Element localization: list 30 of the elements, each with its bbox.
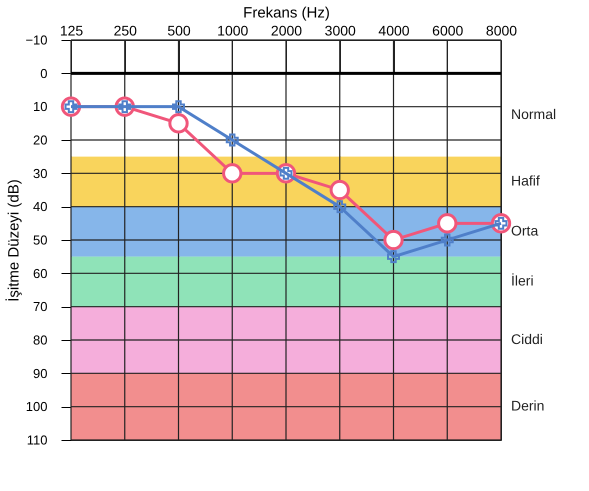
y-axis-title: İşitme Düzeyi (dB) [4,179,22,302]
x-tick-label: 4000 [378,22,410,38]
band-label: Normal [511,106,556,122]
x-tick-label: 3000 [324,22,356,38]
y-tick-label: 60 [33,266,48,281]
y-tick-label: 0 [40,66,48,81]
y-tick-label: 100 [26,399,48,414]
x-axis-title: Frekans (Hz) [243,4,330,22]
x-tick-label: 500 [167,22,191,38]
y-tick-label: 50 [33,232,48,248]
y-tick-label: 10 [33,99,48,114]
band-label: Derin [511,398,544,414]
band-label: Ciddi [511,331,543,347]
band-label: Hafif [511,172,540,189]
x-tick-label: 8000 [486,22,518,38]
y-tick-label: 70 [33,299,48,314]
y-tick-label: 30 [33,166,48,181]
x-tick-label: 125 [60,22,84,38]
y-tick-label: 110 [26,432,48,448]
y-tick-label: 90 [33,366,48,381]
x-tick-label: 250 [114,22,138,38]
band-label: İleri [511,272,534,289]
y-tick-label: 40 [33,199,48,214]
y-tick-label: 80 [33,332,48,348]
x-tick-label: 6000 [432,22,464,38]
x-tick-label: 1000 [217,22,249,38]
band-label: Orta [511,222,538,239]
y-tick-label: 20 [33,132,48,148]
y-tick-label: −10 [25,32,48,48]
x-tick-label: 2000 [270,22,302,38]
